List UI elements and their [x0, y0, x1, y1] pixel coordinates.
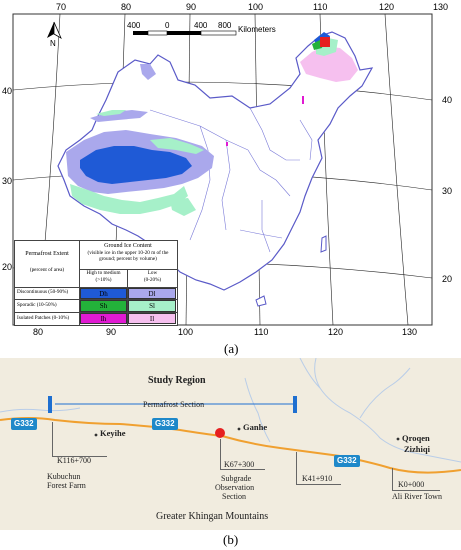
lon-label: 100 — [248, 2, 264, 12]
lat-label: 20 — [2, 262, 13, 272]
legend-low-sub: (0-20%) — [143, 277, 162, 283]
permafrost-section-label: Permafrost Section — [143, 400, 205, 409]
scale-tick: 0 — [165, 21, 170, 30]
legend-high-sub: (>10%) — [95, 277, 112, 283]
caption-a: (a) — [224, 341, 239, 356]
lat-label: 30 — [442, 186, 453, 196]
rivers — [0, 358, 461, 463]
lon-label: 90 — [186, 2, 197, 12]
legend-ice-title: Ground Ice Content — [104, 243, 152, 249]
station-k0: K0+000 — [398, 480, 425, 489]
legend-swatch-sl: Sl — [128, 300, 176, 312]
station-k41: K41+910 — [302, 474, 333, 483]
lon-label: 110 — [313, 2, 328, 12]
legend-row-label: Sporadic (10-50%) — [17, 302, 57, 308]
legend-extent-sub: (percent of area) — [29, 267, 65, 273]
legend-swatch-dl: Dl — [128, 288, 176, 299]
g332-label: G332 — [334, 455, 360, 467]
permafrost-ne-region — [300, 46, 358, 82]
permafrost-legend: Permafrost Extent (percent of area) Grou… — [14, 240, 178, 326]
study-region-title: Study Region — [148, 375, 206, 386]
place-qroqen: Qroqen — [402, 433, 430, 443]
scale-tick: 400 — [127, 21, 141, 30]
lat-label: 40 — [2, 86, 13, 96]
lon-label: 100 — [178, 327, 194, 337]
permafrost-sl-zone — [70, 184, 188, 214]
legend-swatch-ih: Ih — [80, 313, 127, 324]
lon-label: 130 — [433, 2, 449, 12]
lon-label: 120 — [328, 327, 344, 337]
legend-swatch-il: Il — [128, 313, 176, 324]
taiwan-island — [320, 235, 327, 253]
place-keyihe: Keyihe — [100, 428, 126, 438]
province-boundaries — [149, 107, 313, 253]
station-k116: K116+700 — [57, 456, 91, 465]
station-k67: K67+300 — [224, 460, 255, 469]
legend-high-label: High to medium — [86, 270, 121, 276]
china-outline — [57, 31, 374, 291]
lon-label: 80 — [121, 2, 132, 12]
lon-label: 130 — [402, 327, 418, 337]
lon-label: 110 — [254, 327, 269, 337]
section-end-marker — [293, 396, 297, 413]
note-section: Section — [222, 492, 246, 501]
section-start-marker — [48, 396, 52, 413]
study-site-marker — [320, 37, 330, 47]
legend-swatch-sh: Sh — [80, 300, 127, 312]
legend-low-label: Low — [147, 270, 158, 276]
scale-unit: Kilometers — [238, 25, 276, 34]
mountains-label: Greater Khingan Mountains — [156, 511, 269, 522]
legend-ice-sub: (visible ice in the upper 10-20 m of the… — [87, 250, 169, 262]
note-forest-farm: Forest Farm — [47, 481, 86, 490]
lon-label: 70 — [56, 2, 67, 12]
legend-swatch-dh: Dh — [80, 288, 127, 299]
lat-label: 40 — [442, 95, 453, 105]
lat-label: 20 — [442, 274, 453, 284]
scale-bar — [133, 30, 237, 36]
g332-label: G332 — [11, 418, 37, 430]
permafrost-dh-zone — [80, 146, 192, 184]
caption-b: (b) — [223, 532, 239, 547]
north-label: N — [50, 39, 56, 48]
isolated-patch — [302, 96, 304, 104]
observation-point — [215, 428, 225, 438]
place-ganhe: Ganhe — [243, 422, 268, 432]
place-zizhiqi: Zizhiqi — [404, 444, 430, 454]
lat-label: 30 — [2, 176, 13, 186]
note-kubuchun: Kubuchun — [47, 472, 81, 481]
legend-row-label: Discontinuous (50-90%) — [17, 289, 69, 295]
permafrost-tianshan — [90, 110, 148, 122]
hainan-island — [255, 295, 267, 307]
legend-row-label: Isolated Patches (0-10%) — [17, 315, 70, 321]
scale-tick: 800 — [218, 21, 232, 30]
lon-label: 120 — [379, 2, 395, 12]
g332-label: G332 — [152, 418, 178, 430]
north-arrow-icon — [47, 21, 62, 39]
lon-label: 90 — [106, 327, 117, 337]
note-subgrade: Subgrade — [221, 474, 252, 483]
scale-tick: 400 — [194, 21, 208, 30]
map-b-canvas — [0, 358, 461, 474]
legend-extent-title: Permafrost Extent — [25, 251, 69, 257]
note-ali-river-town: Ali River Town — [392, 492, 442, 501]
note-observation: Observation — [215, 483, 255, 492]
study-region-map: Study Region Permafrost Section G332 G33… — [0, 358, 461, 530]
lon-label: 80 — [33, 327, 44, 337]
